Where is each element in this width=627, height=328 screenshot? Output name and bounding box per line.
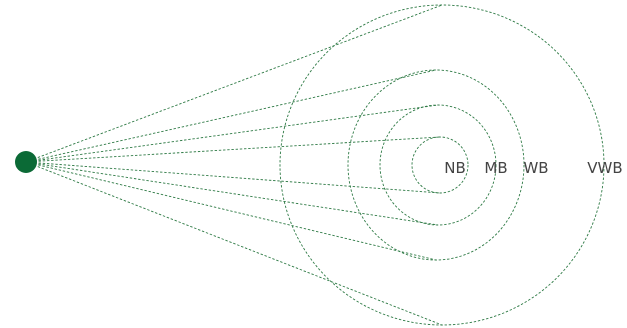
beam-label-mb: MB xyxy=(484,159,507,177)
beam-ray-nb-bottom xyxy=(25,161,441,194)
beam-ring-wb xyxy=(347,69,525,261)
beam-label-wb: WB xyxy=(523,159,548,177)
beam-rings xyxy=(279,4,605,326)
beam-ring-nb xyxy=(411,136,469,194)
beam-label-nb: NB xyxy=(444,159,466,177)
beam-ray-nb-top xyxy=(25,136,441,163)
beam-ray-wb-bottom xyxy=(25,161,437,261)
beam-ring-mb xyxy=(379,104,497,226)
beam-label-vwb: VWB xyxy=(587,159,622,177)
beam-ring-vwb xyxy=(279,4,605,326)
beam-ray-vwb-top xyxy=(25,4,443,163)
beam-ray-mb-top xyxy=(25,104,439,163)
source-dot-icon xyxy=(15,151,37,173)
beam-rays xyxy=(25,4,443,326)
beam-labels: NB MB WB VWB xyxy=(444,159,622,177)
beam-ray-mb-bottom xyxy=(25,161,439,226)
beam-ray-vwb-bottom xyxy=(25,161,443,326)
beam-ray-wb-top xyxy=(25,69,437,163)
